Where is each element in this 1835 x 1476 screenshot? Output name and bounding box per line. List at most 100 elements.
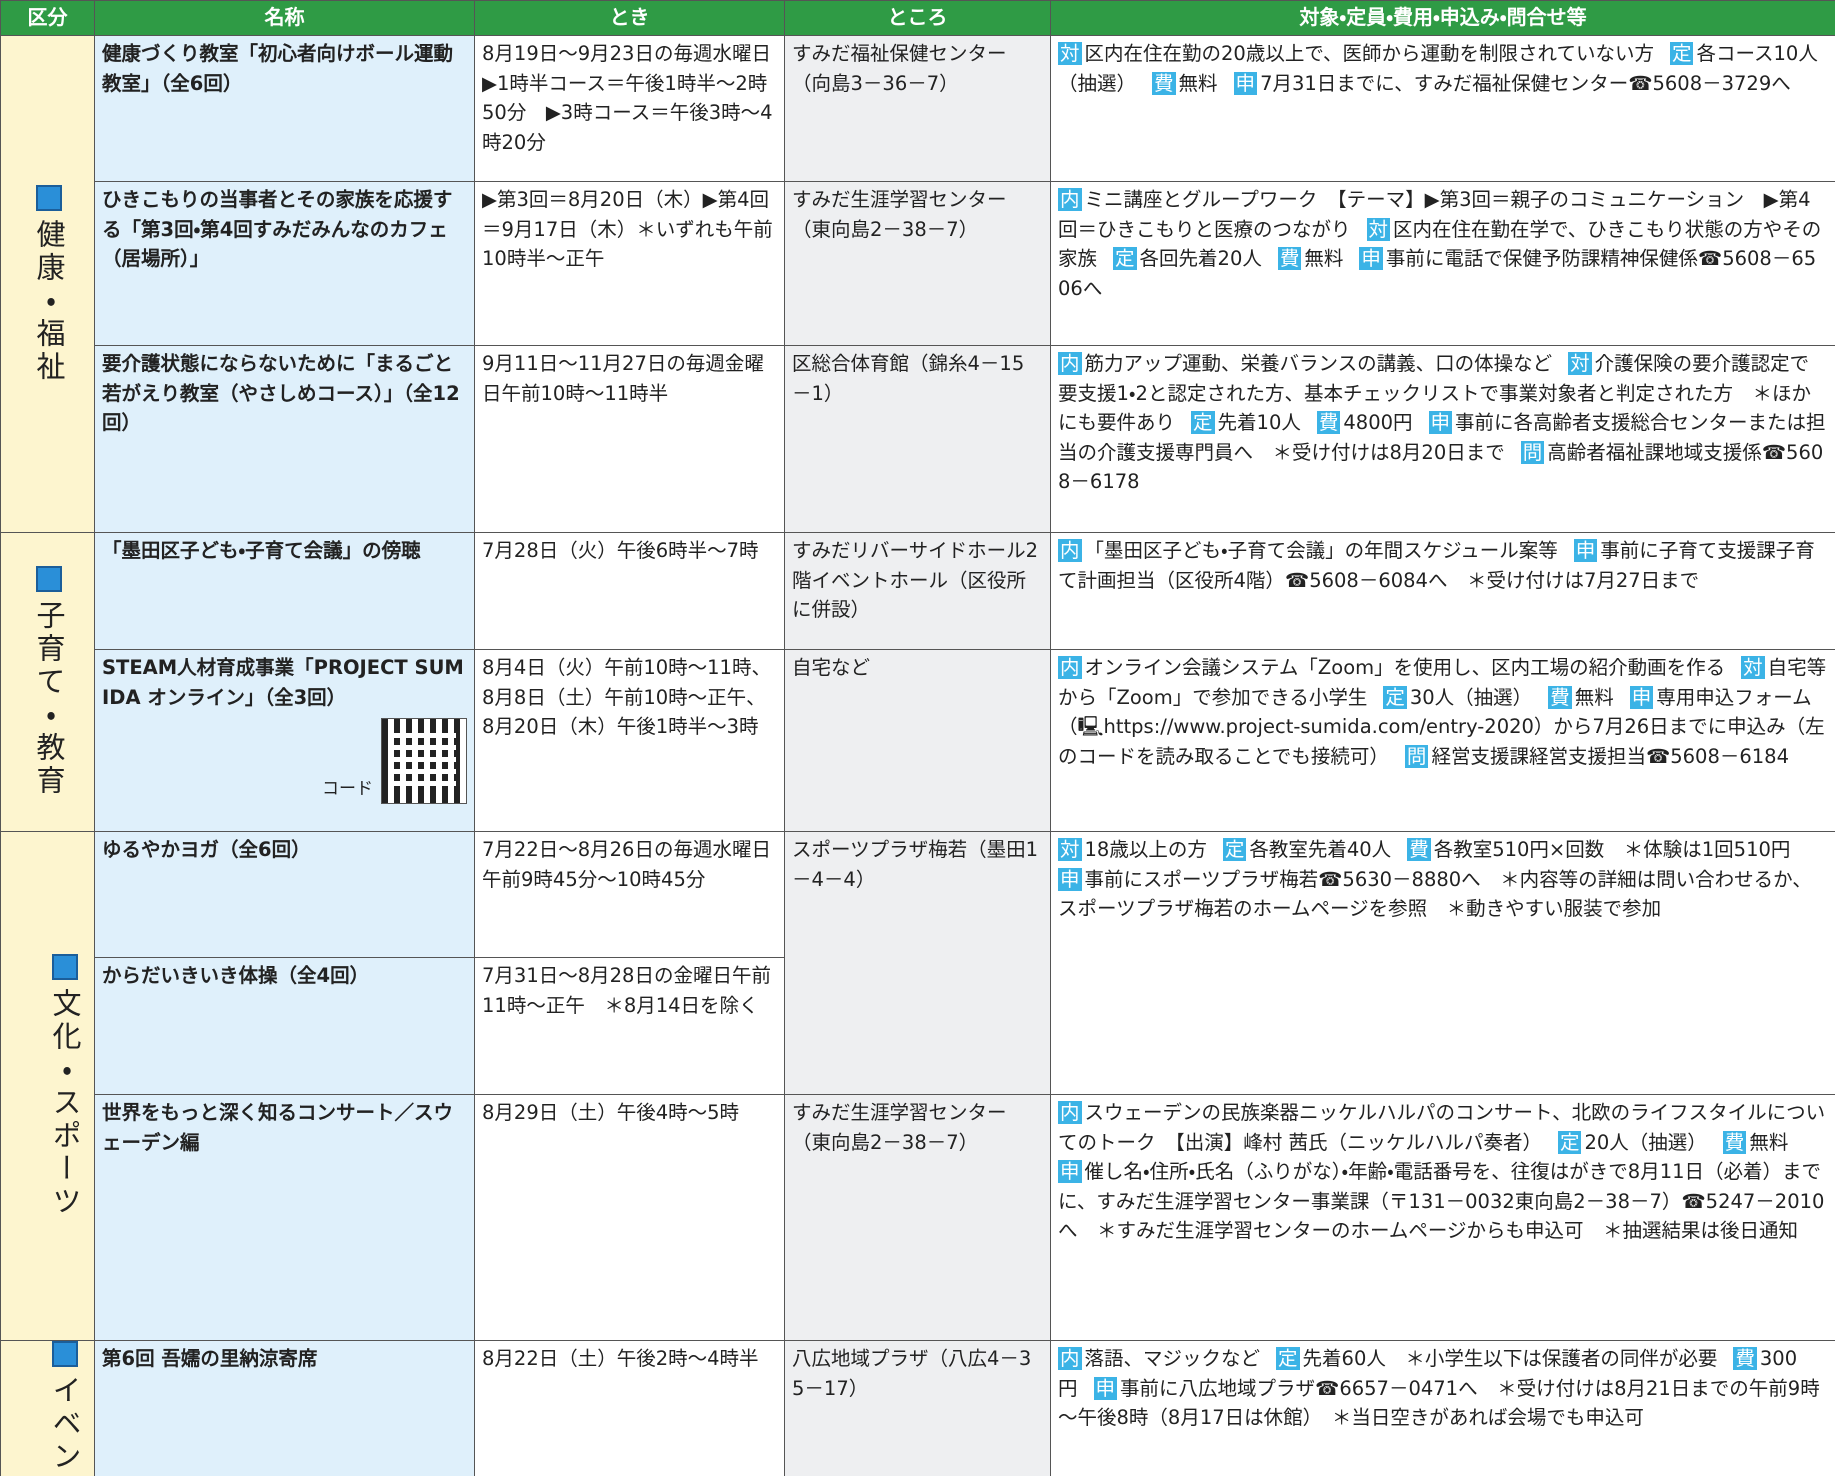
detail-text: 落語、マジックなど [1084,1347,1261,1370]
table-row: ひきこもりの当事者とその家族を応援する「第3回・第4回すみだみんなのカフェ（居場… [1,181,1835,346]
header-cell: 対象・定員・費用・申込み・問合せ等 [1050,0,1835,36]
detail-tag: 定 [1222,838,1247,861]
category-cell: 健康・福祉 [0,35,95,533]
qr-label: コード [322,778,373,799]
detail-tag: 定 [1557,1130,1582,1154]
name-cell: ひきこもりの当事者とその家族を応援する「第3回・第4回すみだみんなのカフェ（居場… [94,181,475,346]
event-name: 健康づくり教室「初心者向けボール運動教室」（全6回） [102,42,454,95]
time-cell: 8月4日（火）午前10時～11時、8月8日（土）午前10時～正午、8月20日（木… [474,649,785,832]
detail-text: 自宅等から「Zoom」で参加できる小学生 [1058,656,1827,709]
detail-tag: 内 [1058,539,1082,562]
detail-text: 各教室510円×回数 ＊体験は1回510円 [1433,838,1791,861]
detail-text: 事前に各高齢者支援総合センターまたは担当の介護支援専門員へ ＊受け付けは8月20… [1058,411,1826,464]
table-row: 要介護状態にならないために「まるごと若がえり教室（やさしめコース）」（全12回）… [1,345,1835,533]
detail-text: ミニ講座とグループワーク 【テーマ】▶第3回＝親子のコミュニケーション ▶第4回… [1058,188,1811,241]
category: 子育て・教育 [2,566,94,798]
time-cell: 8月19日～9月23日の毎週水曜日▶1時半コース＝午後1時半～2時50分 ▶3時… [474,35,785,182]
table-row: イベント 第6回 吾嬬の里納涼寄席 8月22日（土）午後2時～4時半 八広地域プラザ（… [0,1340,1835,1476]
detail-tag: 内 [1058,188,1082,211]
detail-tag: 定 [1191,411,1215,434]
category-cell: 文化・スポーツ [0,831,95,1341]
time-cell: 7月31日～8月28日の金曜日午前11時～正午 ＊8月14日を除く [474,957,785,1095]
detail-item: 申事前に電話で保健予防課精神保健係☎5608－6506へ [1058,247,1816,300]
category-icon [36,566,62,592]
detail-text: 無料 [1178,71,1218,95]
detail-tag: 内 [1058,1347,1082,1370]
detail-text: 無料 [1749,1130,1789,1154]
detail-item: 定各回先着20人 [1113,247,1262,270]
qr-code [381,718,467,804]
table-row: STEAM人材育成事業「PROJECT SUMIDA オンライン」（全3回） コー… [1,649,1835,832]
details-cell: 対区内在住在勤の20歳以上で、医師から運動を制限されていない方定各コース10人（… [1050,35,1835,182]
category-label: 健康・福祉 [32,218,66,384]
table-row: 文化・スポーツ ゆるやかヨガ（全6回） 7月22日～8月26日の毎週水曜日午前9時4… [0,831,1835,1341]
table-row: 健康・福祉 健康づくり教室「初心者向けボール運動教室」（全6回） 8月19日～9月2… [0,35,1835,533]
event-name: 「墨田区子ども・子育て会議」の傍聴 [102,539,421,562]
detail-tag: 申 [1093,1376,1118,1400]
detail-tag: 費 [1722,1130,1747,1154]
detail-item: 定各教室先着40人 [1222,838,1392,861]
time-cell: ▶第3回＝8月20日（木）▶第4回＝9月17日（木）＊いずれも午前10時半～正午 [474,181,785,346]
time-cell: 9月11日～11月27日の毎週金曜日午前10時～11時半 [474,345,785,533]
name-cell: 第6回 吾嬬の里納涼寄席 [94,1340,475,1476]
detail-text: 300円 [1058,1347,1798,1400]
table-body: 健康・福祉 健康づくり教室「初心者向けボール運動教室」（全6回） 8月19日～9月2… [0,35,1835,1476]
time-cell: 7月22日～8月26日の毎週水曜日午前9時45分～10時45分 [474,831,785,958]
detail-text: 18歳以上の方 [1084,838,1207,861]
detail-item: 申事前に各高齢者支援総合センターまたは担当の介護支援専門員へ ＊受け付けは8月2… [1058,411,1826,464]
detail-text: 各教室先着40人 [1249,838,1392,861]
detail-item: 内オンライン会議システム「Zoom」を使用し、区内工場の紹介動画を作る [1058,656,1725,679]
detail-item: 定 30人（抽選） [1383,685,1533,709]
detail-text: 30人（抽選） [1409,685,1533,709]
detail-text: 先着60人 ＊小学生以下は保護者の同伴が必要 [1302,1347,1718,1370]
detail-tag: 問 [1520,440,1545,464]
detail-tag: 内 [1058,352,1082,375]
details-cell: 対 18歳以上の方定各教室先着40人費各教室510円×回数 ＊体験は1回510円申… [1050,831,1835,1095]
detail-tag: 申 [1573,539,1598,562]
detail-item: 内落語、マジックなど [1058,1347,1260,1370]
place-cell: すみだ生涯学習センター（東向島2－38－7） [784,181,1051,346]
place-cell: すみだリバーサイドホール2階イベントホール（区役所に併設） [784,532,1051,650]
detail-text: 先着10人 [1217,411,1301,434]
header-row: 区分 名称 とき ところ 対象・定員・費用・申込み・問合せ等 [0,0,1835,36]
detail-text: 専用申込フォーム（🖳https://www.project-sumida.com… [1058,685,1825,768]
detail-item: 問経営支援課経営支援担当☎5608－6184 [1404,744,1789,768]
detail-tag: 費 [1277,247,1302,270]
detail-item: 費無料 [1548,685,1614,709]
detail-item: 内ミニ講座とグループワーク 【テーマ】▶第3回＝親子のコミュニケーション ▶第4… [1058,188,1811,241]
detail-item: 費 4800円 [1316,411,1413,434]
detail-item: 費 300円 [1058,1347,1797,1400]
detail-text: 区内在住在勤在学で、ひきこもり状態の方やその家族 [1058,217,1822,271]
category: 文化・スポーツ [2,953,94,1219]
header-cell: 区分 [0,0,95,36]
detail-text: スウェーデンの民族楽器ニッケルハルパのコンサート、北欧のライフスタイルについての… [1058,1101,1826,1154]
category-icon [36,184,62,211]
name-cell: 「墨田区子ども・子育て会議」の傍聴 [94,532,475,650]
category-label: イベント [48,1375,82,1476]
category-icon [52,953,78,980]
place-cell: すみだ生涯学習センター（東向島2－38－7） [784,1094,1051,1341]
detail-item: 定先着60人 ＊小学生以下は保護者の同伴が必要 [1276,1347,1717,1370]
detail-tag: 費 [1316,411,1341,434]
detail-item: 対 18歳以上の方 [1058,838,1207,861]
name-cell: 健康づくり教室「初心者向けボール運動教室」（全6回） [94,35,475,182]
detail-item: 申事前にスポーツプラザ梅若☎5630－8880へ ＊内容等の詳細は問い合わせるか… [1058,867,1812,920]
detail-tag: 申 [1058,867,1082,891]
event-name: ひきこもりの当事者とその家族を応援する「第3回・第4回すみだみんなのカフェ（居場… [102,188,453,270]
detail-text: 各回先着20人 [1139,247,1262,270]
detail-text: 催し名・住所・氏名（ふりがな）・年齢・電話番号を、往復はがきで8月11日（必着）… [1058,1160,1825,1242]
detail-tag: 定 [1383,685,1407,709]
name-cell: からだいきいき体操（全4回） [94,957,475,1095]
detail-item: 対区内在住在勤の20歳以上で、医師から運動を制限されていない方 [1058,42,1654,65]
detail-tag: 内 [1058,1101,1082,1124]
detail-item: 定先着10人 [1191,411,1301,434]
detail-tag: 対 [1741,656,1765,679]
detail-tag: 問 [1404,744,1429,768]
detail-item: 内スウェーデンの民族楽器ニッケルハルパのコンサート、北欧のライフスタイルについて… [1058,1101,1825,1154]
detail-text: 筋力アップ運動、栄養バランスの講義、口の体操など [1084,352,1553,375]
category-label: 文化・スポーツ [48,987,82,1219]
detail-tag: 申 [1428,411,1453,434]
place-cell: スポーツプラザ梅若（墨田1－4－4） [784,831,1051,1095]
detail-text: 介護保険の要介護認定で要支援1・2と認定された方、基本チェックリストで事業対象者… [1058,352,1811,434]
